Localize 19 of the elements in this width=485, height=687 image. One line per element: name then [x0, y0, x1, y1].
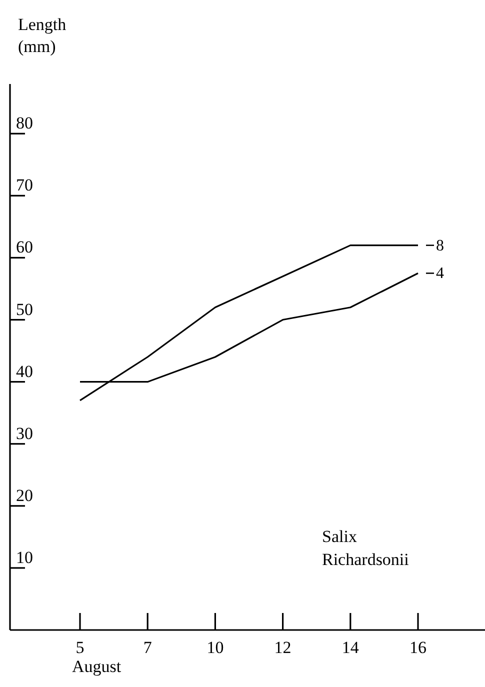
- legend-label: 8: [436, 237, 444, 254]
- annotation: Salix Richardsonii: [322, 527, 410, 569]
- y-tick-label: 40: [16, 362, 33, 381]
- x-tick-label: 12: [274, 638, 292, 657]
- x-tick-label: 14: [342, 638, 360, 657]
- y-axis-title: Length (mm): [18, 15, 67, 56]
- y-tick-label: 30: [16, 424, 33, 443]
- y-tick-label: 50: [16, 300, 33, 319]
- y-tick-label: 10: [16, 548, 33, 567]
- y-tick-label: 80: [16, 114, 33, 133]
- x-tick-label: 7: [143, 638, 152, 657]
- y-tick-label: 60: [16, 238, 33, 257]
- legend-label: 4: [436, 265, 444, 282]
- y-tick-label: 20: [16, 486, 33, 505]
- x-tick-label: 10: [206, 638, 224, 657]
- y-tick-label: 70: [16, 176, 33, 195]
- x-tick-label: 16: [410, 638, 426, 657]
- x-axis-title: August: [72, 657, 122, 676]
- x-tick-label: 5: [76, 638, 84, 657]
